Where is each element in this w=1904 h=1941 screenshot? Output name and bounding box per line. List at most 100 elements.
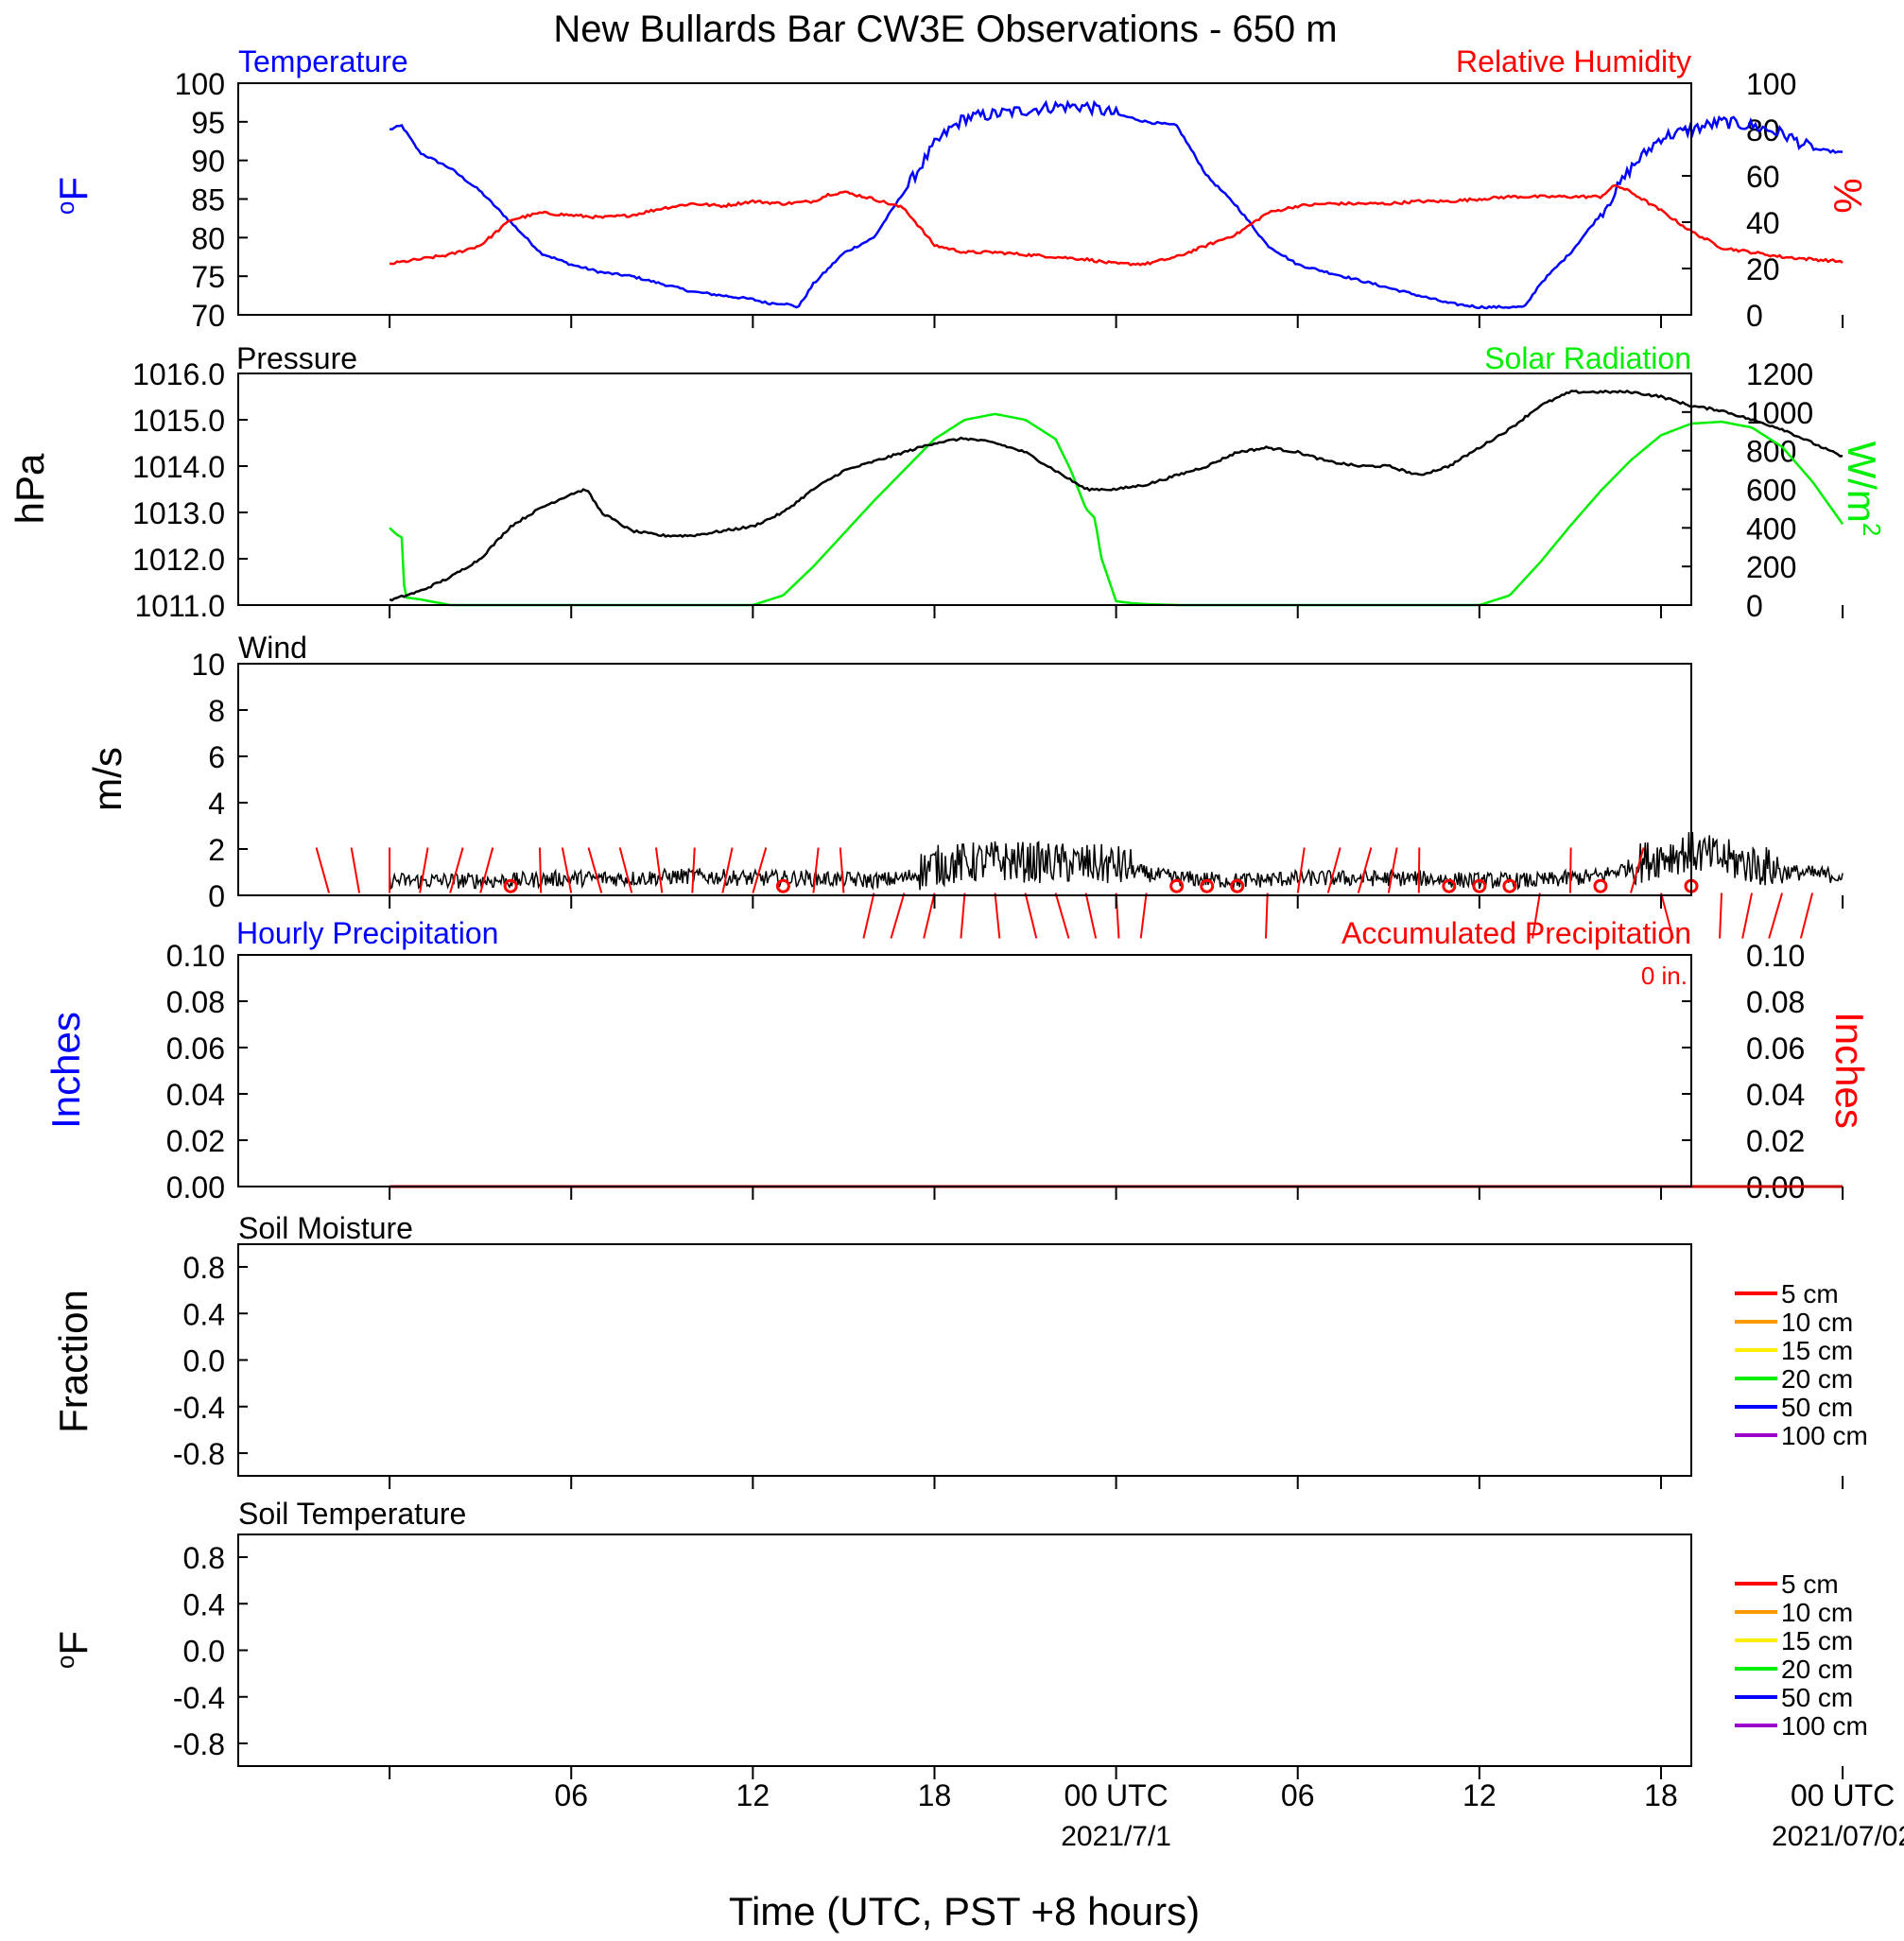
soil-moisture-tick-label: -0.4 (173, 1391, 225, 1425)
accum-precip-title: Accumulated Precipitation (1341, 916, 1691, 950)
wind-frame (237, 663, 1692, 896)
panel-temp-rh: Temperature Relative Humidity oF % 70 75 8… (51, 44, 1870, 333)
temp-tick-label: 80 (191, 221, 225, 255)
wind-barb (1265, 893, 1269, 939)
pressure-tick-label: 1011.0 (135, 589, 226, 623)
wind-unit-label: m/s (85, 747, 130, 811)
wind-barb (862, 893, 875, 939)
humidity-tick-label: 40 (1746, 206, 1780, 240)
precip-right-tick-label: 0.10 (1746, 939, 1805, 973)
wind-barb (618, 847, 633, 893)
wind-barb (1741, 893, 1754, 939)
soil-moisture-tick-label: 0.0 (183, 1344, 225, 1378)
humidity-line (389, 183, 1843, 267)
pressure-tick-label: 1015.0 (132, 404, 225, 438)
soil-temp-tick-label: -0.8 (173, 1727, 225, 1761)
wind-calm-mark (1593, 878, 1608, 893)
solar-tick-label: 600 (1746, 474, 1796, 508)
precip-right-unit-label: Inches (1827, 1012, 1872, 1129)
wind-calm-mark (1200, 878, 1215, 893)
x-date-label: 2021/7/1 (1061, 1821, 1171, 1852)
precip-left-tick-label: 0.02 (166, 1124, 225, 1158)
panel-pressure-solar: Pressure Solar Radiation hPa W/m2 1011.0… (8, 341, 1886, 623)
wind-barb (315, 847, 331, 893)
wind-title: Wind (238, 631, 307, 665)
humidity-tick-label: 80 (1746, 113, 1780, 147)
solar-tick-label: 1000 (1746, 396, 1813, 430)
legend-label: 5 cm (1781, 1279, 1839, 1308)
soil-moisture-unit-label: Fraction (51, 1290, 95, 1433)
legend-label: 5 cm (1781, 1569, 1839, 1599)
wind-calm-mark (1472, 878, 1487, 893)
wind-barb (1357, 847, 1373, 893)
legend-label: 20 cm (1781, 1364, 1853, 1394)
temp-tick-label: 85 (191, 183, 225, 217)
wind-tick-label: 0 (208, 879, 225, 913)
wind-barb (839, 847, 845, 893)
panel-wind: Wind m/s 0 2 4 6 8 10 (85, 631, 1843, 939)
hourly-precip-title: Hourly Precipitation (236, 916, 498, 950)
wind-barb (449, 847, 464, 893)
humidity-tick-label: 60 (1746, 160, 1780, 194)
precip-right-tick-label: 0.02 (1746, 1124, 1805, 1158)
x-tick-label: 00 UTC (1064, 1778, 1168, 1812)
x-tick-label: 18 (918, 1778, 952, 1812)
panel-soil-moisture: Soil Moisture Fraction -0.8 -0.4 0.0 0.4 0.8… (51, 1211, 1868, 1477)
soil-temp-title: Soil Temperature (238, 1497, 466, 1531)
pressure-tick-label: 1013.0 (132, 496, 225, 530)
wind-calm-mark (1442, 878, 1457, 893)
panel-soil-temp: Soil Temperature oF -0.8 -0.4 0.0 0.4 0.8 5 … (51, 1497, 1868, 1767)
wind-calm-mark (1230, 878, 1245, 893)
wind-calm-mark (775, 878, 790, 893)
wind-barb (1296, 847, 1306, 893)
chart-title: New Bullards Bar CW3E Observations - 650… (553, 9, 1337, 50)
wind-barb (1799, 893, 1814, 939)
precip-right-tick-label: 0.06 (1746, 1031, 1805, 1066)
wind-tick-label: 4 (208, 787, 225, 821)
pressure-line (389, 390, 1843, 602)
solar-unit-label: W/m2 (1840, 442, 1886, 537)
pressure-frame (237, 373, 1692, 606)
wind-barb (960, 893, 966, 939)
soil-temp-tick-label: 0.4 (183, 1587, 225, 1621)
x-tick-label: 06 (554, 1778, 588, 1812)
wind-barb (350, 847, 361, 893)
solar-tick-label: 200 (1746, 550, 1796, 584)
humidity-tick-label: 100 (1746, 67, 1796, 101)
precip-left-tick-label: 0.04 (166, 1078, 225, 1112)
humidity-unit-label: % (1826, 178, 1870, 213)
temp-tick-label: 75 (191, 260, 225, 294)
wind-barb (1719, 893, 1723, 939)
x-tick-label: 00 UTC (1791, 1778, 1895, 1812)
wind-barb (1139, 893, 1148, 939)
wind-barb (890, 893, 906, 939)
wind-calm-mark (1502, 878, 1517, 893)
wind-barbs (315, 847, 1814, 939)
humidity-tick-label: 0 (1746, 299, 1763, 333)
temp-tick-label: 90 (191, 145, 225, 179)
temperature-title: Temperature (238, 44, 408, 78)
soil-moisture-tick-label: -0.8 (173, 1437, 225, 1471)
solar-tick-label: 1200 (1746, 357, 1813, 391)
wind-barb (1768, 893, 1784, 939)
soil-moisture-frame (237, 1243, 1692, 1477)
wind-speed-line (389, 831, 1843, 891)
legend-label: 50 cm (1781, 1683, 1853, 1712)
precip-right-tick-labels: 0.000.020.040.060.080.10 (1682, 939, 1805, 1204)
humidity-title: Relative Humidity (1456, 44, 1691, 78)
x-tick-label: 06 (1281, 1778, 1315, 1812)
soil-temp-tick-label: 0.8 (183, 1541, 225, 1575)
temp-unit-label: oF (51, 177, 95, 215)
soil-temp-tick-label: -0.4 (173, 1681, 225, 1715)
legend-label: 10 cm (1781, 1308, 1853, 1337)
x-tick-label: 12 (1463, 1778, 1497, 1812)
wind-barb (752, 847, 768, 893)
wind-barb (1568, 847, 1572, 893)
wind-barb (654, 847, 664, 893)
soil-moisture-tick-label: 0.8 (183, 1251, 225, 1285)
precip-left-tick-labels: 0.00 0.02 0.04 0.06 0.08 0.10 (166, 939, 248, 1204)
